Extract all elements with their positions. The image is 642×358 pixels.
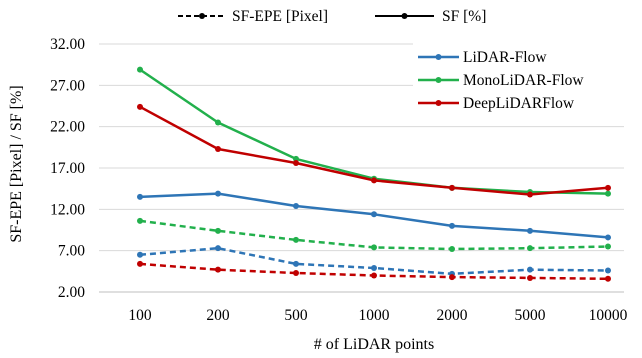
data-point <box>371 211 377 218</box>
series-points <box>137 66 611 282</box>
y-tick-label: 7.00 <box>58 243 85 260</box>
data-point <box>449 184 455 191</box>
data-point <box>293 203 299 210</box>
data-point <box>605 234 611 241</box>
y-axis-title: SF-EPE [Pixel] / SF [%] <box>8 85 25 242</box>
data-point <box>605 275 611 282</box>
y-tick-label: 32.00 <box>50 36 85 53</box>
data-point <box>371 265 377 272</box>
data-point <box>371 272 377 279</box>
data-point <box>449 274 455 281</box>
x-tick-label: 5000 <box>515 307 546 324</box>
data-point <box>215 145 221 152</box>
y-tick-label: 12.00 <box>50 201 85 218</box>
x-tick-label: 2000 <box>437 307 468 324</box>
data-point <box>293 269 299 276</box>
legend-label: DeepLiDARFlow <box>463 95 575 112</box>
data-point <box>527 266 533 273</box>
legend-swatch-marker <box>435 77 442 83</box>
data-point <box>215 190 221 197</box>
style-legend-label: SF [%] <box>442 8 486 25</box>
y-tick-label: 17.00 <box>50 160 85 177</box>
data-point <box>371 244 377 251</box>
style-legend-label: SF-EPE [Pixel] <box>232 8 328 25</box>
data-point <box>215 227 221 234</box>
y-tick-label: 2.00 <box>58 284 85 301</box>
x-tick-label: 100 <box>128 307 152 324</box>
style-legend: SF-EPE [Pixel] SF [%] <box>178 8 486 25</box>
data-point <box>137 260 143 267</box>
data-point <box>137 193 143 200</box>
data-point <box>449 222 455 229</box>
data-point <box>293 236 299 243</box>
data-point <box>215 119 221 126</box>
legend-label: LiDAR-Flow <box>463 49 547 66</box>
gridlines <box>99 43 624 293</box>
data-point <box>293 155 299 162</box>
x-tick-label: 500 <box>284 307 308 324</box>
x-tick-label: 200 <box>206 307 230 324</box>
data-point <box>449 246 455 253</box>
series-legend: LiDAR-Flow MonoLiDAR-Flow DeepLiDARFlow <box>418 49 584 112</box>
data-point <box>605 190 611 197</box>
data-point <box>527 227 533 234</box>
data-point <box>605 267 611 274</box>
data-point <box>527 191 533 198</box>
style-legend-marker <box>199 13 205 19</box>
tick-labels: 2.00 7.00 12.00 17.00 22.00 27.00 32.00 100 200 5… <box>50 36 628 324</box>
data-point <box>527 274 533 281</box>
y-tick-label: 27.00 <box>50 77 85 94</box>
data-point <box>137 103 143 110</box>
style-legend-marker <box>401 13 408 19</box>
data-point <box>293 260 299 267</box>
legend-swatch-marker <box>435 100 442 106</box>
data-point <box>137 251 143 258</box>
legend-label: MonoLiDAR-Flow <box>463 72 584 89</box>
data-point <box>215 266 221 273</box>
data-point <box>605 243 611 250</box>
data-point <box>605 184 611 191</box>
data-point <box>137 217 143 224</box>
x-tick-label: 10000 <box>589 307 628 324</box>
x-axis-title: # of LiDAR points <box>314 336 434 353</box>
y-tick-label: 22.00 <box>50 119 85 136</box>
data-point <box>137 66 143 73</box>
data-point <box>371 177 377 184</box>
legend-swatch-marker <box>435 54 442 60</box>
data-point <box>293 160 299 167</box>
x-tick-label: 1000 <box>359 307 390 324</box>
data-point <box>527 245 533 252</box>
data-point <box>215 245 221 252</box>
